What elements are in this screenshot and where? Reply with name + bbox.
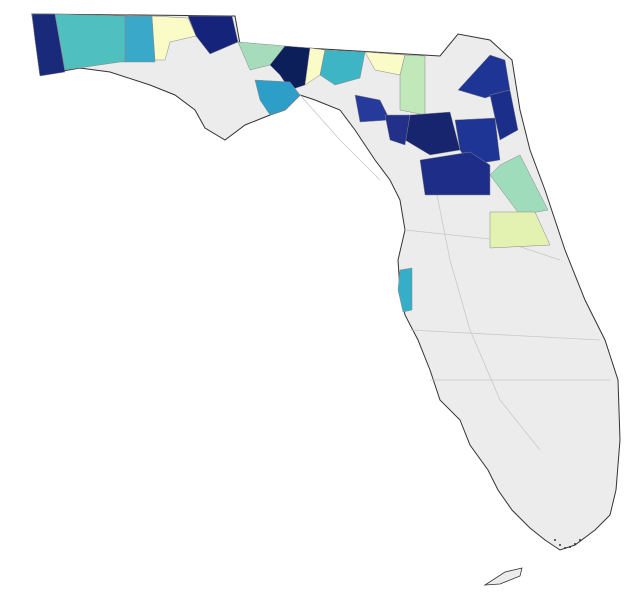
county bbox=[254, 79, 301, 116]
county bbox=[151, 15, 197, 61]
keys bbox=[483, 539, 581, 586]
county bbox=[397, 267, 413, 313]
county-border bbox=[299, 94, 381, 181]
county bbox=[457, 54, 511, 99]
county bbox=[399, 54, 426, 116]
county bbox=[419, 151, 491, 196]
county-border bbox=[409, 329, 601, 341]
county bbox=[489, 89, 519, 141]
county bbox=[319, 49, 366, 86]
county-border bbox=[429, 159, 541, 451]
state-outline bbox=[31, 13, 621, 551]
county bbox=[124, 15, 156, 63]
county bbox=[489, 211, 551, 249]
county bbox=[384, 114, 411, 146]
county bbox=[54, 13, 126, 71]
county bbox=[187, 15, 239, 55]
county bbox=[31, 13, 66, 77]
